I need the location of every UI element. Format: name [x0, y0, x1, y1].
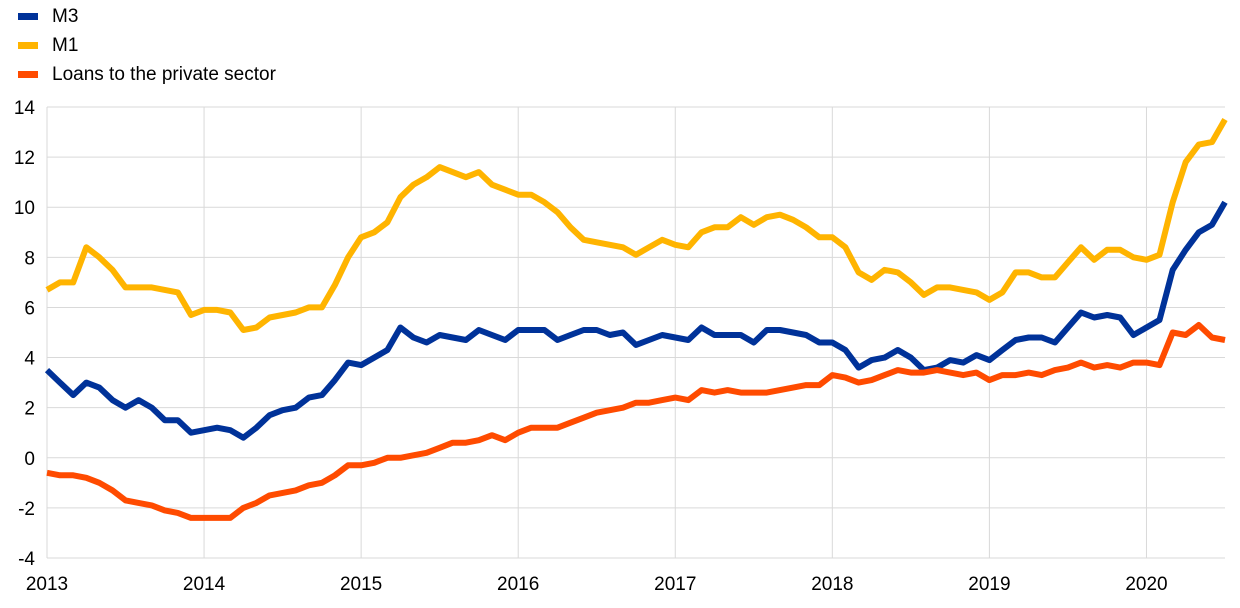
legend-item-m3: M3: [18, 2, 276, 31]
legend-item-m1: M1: [18, 31, 276, 60]
y-tick-label: 4: [24, 349, 35, 370]
x-tick-label: 2013: [26, 574, 68, 595]
x-tick-label: 2014: [183, 574, 226, 595]
legend-label-m3: M3: [52, 5, 79, 27]
series-line-loans: [46, 322, 1226, 521]
legend-swatch-m1: [18, 42, 38, 49]
legend-swatch-loans: [18, 71, 38, 78]
y-tick-label: 0: [24, 449, 35, 470]
x-tick-label: 2019: [968, 574, 1010, 595]
legend-label-loans: Loans to the private sector: [52, 63, 276, 85]
series-line-m1: [45, 118, 1228, 333]
x-tick-label: 2017: [654, 574, 696, 595]
y-axis-ticks: -4 -2 0 2 4 6 8 10 12 14: [14, 98, 36, 570]
x-tick-label: 2020: [1125, 574, 1167, 595]
legend: M3 M1 Loans to the private sector: [18, 2, 276, 89]
series-line-m3: [44, 200, 1228, 441]
series-lines: [44, 118, 1228, 521]
y-tick-label: 6: [24, 298, 35, 319]
y-tick-label: -4: [18, 549, 35, 570]
y-tick-label: 12: [14, 148, 35, 169]
y-tick-label: 2: [24, 399, 35, 420]
x-tick-label: 2015: [340, 574, 382, 595]
y-tick-label: 8: [24, 248, 35, 269]
y-tick-label: 14: [14, 98, 36, 119]
grid-lines: [46, 106, 1225, 559]
y-tick-label: 10: [14, 198, 35, 219]
x-tick-label: 2018: [811, 574, 853, 595]
x-axis-ticks: 2013 2014 2015 2016 2017 2018 2019 2020: [26, 574, 1168, 595]
legend-label-m1: M1: [52, 34, 79, 56]
legend-item-loans: Loans to the private sector: [18, 60, 276, 89]
x-tick-label: 2016: [497, 574, 539, 595]
y-tick-label: -2: [18, 499, 35, 520]
legend-swatch-m3: [18, 13, 38, 20]
